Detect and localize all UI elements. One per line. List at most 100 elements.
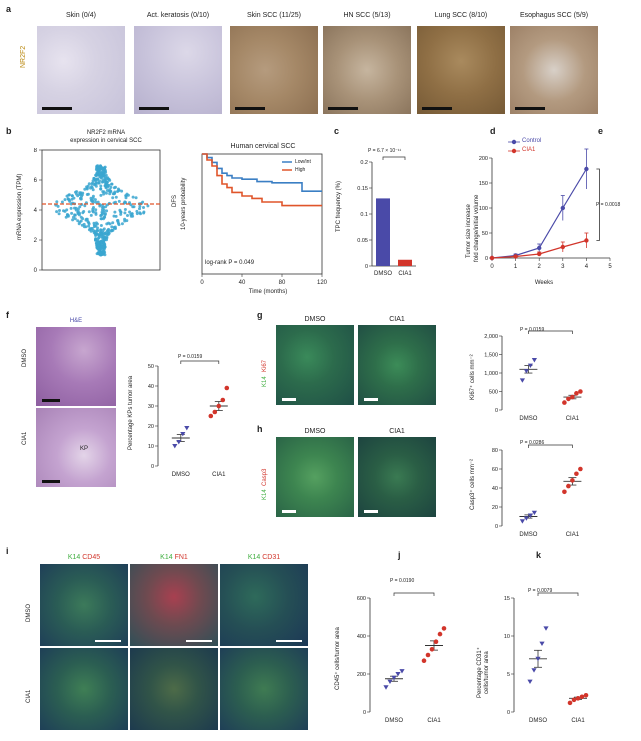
data-point-dmso: [395, 672, 401, 677]
ihc-image-hn-scc: [323, 26, 411, 114]
km-legend-lowint: Low/int: [295, 159, 311, 165]
data-point-dmso: [531, 358, 537, 363]
data-point-dmso: [172, 444, 178, 449]
panel-label-c: c: [334, 126, 340, 136]
violin-point: [114, 195, 118, 199]
violin-point: [123, 217, 127, 221]
data-point-dmso: [176, 440, 182, 445]
panel-c-ylabel: TPC frequency (%): [336, 180, 342, 232]
tick-label: 60: [492, 467, 498, 473]
scale-bar: [42, 107, 72, 110]
violin-title-line2: expression in cervical SCC: [70, 138, 142, 144]
tick-label: 100: [479, 206, 488, 212]
km-ylabel-1: DFS: [172, 195, 178, 207]
significance-bracket: [528, 444, 573, 448]
panel-j-pval: P = 0.0190: [390, 578, 415, 584]
if-image-i-cd31-dmso: [220, 564, 308, 646]
violin-point: [83, 187, 87, 191]
panel-a-col-2: Act. keratosis (0/10): [146, 12, 210, 19]
scale-bar: [282, 398, 296, 401]
violin-point: [78, 220, 82, 224]
data-point-cia1: [583, 692, 589, 698]
ihc-image-actinic-keratosis: [134, 26, 222, 114]
km-frame: [201, 153, 323, 275]
if-image-i-cd45-dmso: [40, 564, 128, 646]
violin-point: [102, 251, 106, 255]
violin-point: [87, 228, 91, 232]
if-image-i-fn1-dmso: [130, 564, 218, 646]
panel-d-legend-cia1: CIA1: [522, 147, 536, 153]
scale-bar: [186, 640, 212, 642]
panel-i-col-3: K14 CD31: [220, 554, 308, 561]
x-tick-label: DMSO: [385, 718, 403, 724]
violin-point: [95, 164, 99, 168]
panel-i-row-dmso: DMSO: [26, 604, 32, 622]
data-point-cia1: [425, 652, 431, 658]
violin-point: [123, 208, 127, 211]
km-lines: [202, 153, 322, 207]
tick-label: 0.2: [360, 160, 368, 166]
panel-f-stain: H&E: [69, 318, 83, 324]
violin-point: [82, 222, 86, 226]
if-image-i-cd31-cia1: [220, 648, 308, 730]
violin-point: [138, 211, 142, 215]
data-point-cia1: [220, 397, 226, 403]
violin-point: [94, 237, 98, 241]
panel-e-pval: P = 0.0018: [596, 202, 621, 208]
violin-point: [79, 215, 83, 219]
violin-point: [146, 204, 150, 208]
tick-label: 0: [365, 264, 368, 270]
violin-point: [99, 187, 103, 191]
data-point: [489, 255, 495, 261]
violin-point: [67, 193, 71, 197]
data-point-dmso: [519, 378, 525, 383]
tick-label: 10: [504, 634, 510, 640]
tick-label: 1,500: [484, 353, 498, 359]
km-plot: 0 40 80 120: [200, 153, 328, 286]
scale-bar: [276, 640, 302, 642]
violin-point: [104, 184, 108, 188]
if-image-i-cd45-cia1: [40, 648, 128, 730]
violin-point: [87, 224, 91, 228]
tick-label: 2,000: [484, 334, 498, 340]
violin-point: [97, 235, 101, 239]
violin-point: [92, 177, 96, 180]
km-line-high: [202, 153, 322, 207]
km-legend-high: High: [295, 167, 306, 173]
violin-point: [81, 211, 85, 215]
violin-point: [56, 204, 60, 208]
data-point-cia1: [574, 471, 579, 477]
violin-point: [93, 225, 96, 229]
data-point: [513, 254, 518, 259]
violin-point: [102, 227, 106, 231]
violin-point: [73, 206, 76, 210]
tick-label: 15: [504, 596, 510, 602]
violin-point: [60, 200, 64, 204]
scale-bar: [364, 510, 378, 513]
if-image-h-dmso: [276, 437, 354, 517]
data-point-cia1: [574, 391, 579, 396]
km-axes: 0 40 80 120: [200, 274, 328, 286]
violin-point: [94, 182, 97, 185]
violin-point: [83, 204, 87, 208]
km-ylabel-2: 10-years probability: [181, 177, 187, 230]
significance-bracket: [596, 168, 600, 241]
scale-bar: [235, 107, 265, 110]
he-image-cia1: [36, 408, 116, 487]
data-point-cia1: [578, 389, 583, 394]
violin-point: [91, 196, 95, 200]
tick-label: 50: [482, 231, 488, 237]
violin-point: [72, 215, 75, 219]
violin-point: [107, 221, 110, 225]
violin-point: [100, 166, 104, 170]
scale-bar: [364, 398, 378, 401]
panel-i-col-2-red: FN1: [174, 554, 188, 561]
violin-point: [89, 213, 93, 217]
tick-label: 0: [485, 256, 488, 262]
violin-point: [107, 183, 111, 187]
tick-label: 0: [363, 710, 366, 716]
violin-point: [73, 213, 77, 217]
violin-point: [105, 235, 109, 239]
violin-point: [96, 200, 100, 204]
violin-point: [71, 218, 75, 222]
